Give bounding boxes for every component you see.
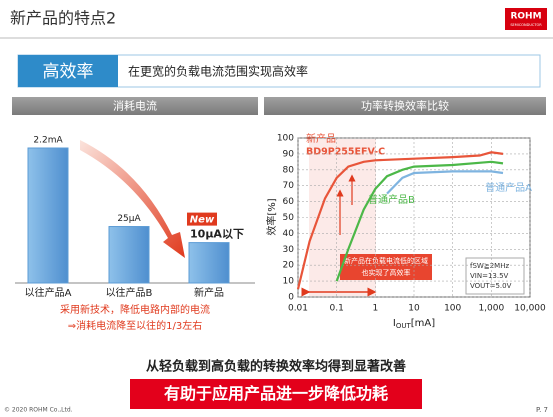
y-tick-label: 20 [283, 261, 295, 271]
summary: 从轻负载到高负载的转换效率均得到显著改善 [146, 359, 406, 375]
x-tick-label: 0.01 [288, 304, 308, 314]
conditions-box [465, 257, 525, 295]
category-label: 以往产品A [25, 286, 72, 299]
y-tick-label: 70 [283, 181, 295, 191]
value-label: 2.2mA [33, 136, 63, 146]
y-tick-label: 10 [283, 277, 295, 287]
x-tick-label: 0.1 [330, 304, 344, 314]
series-line [335, 160, 504, 282]
condition: VIN=13.5V [470, 272, 509, 280]
category-label: 以往产品B [106, 286, 153, 299]
bar [27, 147, 69, 284]
y-tick-label: 40 [283, 229, 295, 239]
badge-box [187, 212, 217, 226]
x-tick-label: 1 [372, 304, 378, 314]
y-axis-title: 效率[%] [265, 198, 278, 235]
x-tick-label: 1,000 [478, 304, 504, 314]
bar [108, 226, 150, 284]
y-tick-label: 50 [283, 213, 295, 223]
y-tick-label: 80 [283, 165, 295, 175]
series-line [296, 151, 504, 290]
category-label: 新产品 [194, 286, 224, 299]
x-tick-label: 100 [444, 304, 461, 314]
x-axis-title-sub: OUT [396, 322, 412, 330]
x-tick-label: 10,000 [514, 304, 546, 314]
value-label: 25μA [117, 214, 141, 224]
page-number: P. 7 [536, 406, 548, 414]
highlight-box [130, 379, 422, 409]
y-tick-label: 30 [283, 245, 295, 255]
banner-tag-box [18, 55, 118, 87]
part-number: BD9P255EFV-C [306, 147, 385, 158]
legend-label: 普通产品B [368, 193, 415, 206]
copyright: © 2020 ROHM Co.,Ltd. [4, 407, 73, 414]
panel-header [12, 97, 258, 115]
value-label: 10μA以下 [190, 228, 244, 241]
legend-label: 新产品 [306, 132, 336, 145]
y-tick-label: 60 [283, 197, 295, 207]
bar [188, 242, 230, 284]
y-tick-label: 100 [277, 134, 294, 144]
y-tick-label: 0 [288, 293, 294, 303]
annotation-box [340, 254, 432, 280]
panel-title: 消耗电流 [113, 99, 157, 113]
banner-text: 在更宽的负载电流范围实现高效率 [128, 64, 308, 79]
panel-title: 功率转换效率比较 [361, 99, 449, 113]
condition: VOUT=5.0V [470, 282, 512, 290]
panel-header [264, 97, 546, 115]
x-tick-label: 10 [408, 304, 420, 314]
x-axis-title-main: I [393, 318, 396, 329]
logo-sub: SEMICONDUCTOR [510, 23, 542, 27]
badge: New [190, 215, 215, 226]
highlight: 有助于应用产品进一步降低功耗 [164, 384, 388, 403]
note: ⇒消耗电流降至以往的1/3左右 [68, 319, 202, 332]
annotation: 新产品在负载电流低的区域 [344, 256, 428, 265]
annotation: 也实现了高效率 [362, 268, 411, 277]
x-axis-title: IOUT[mA] [393, 318, 435, 330]
series-line [386, 170, 504, 195]
logo-box [505, 8, 547, 30]
x-axis-title-unit: [mA] [411, 318, 435, 329]
note: 采用新技术，降低电路内部的电流 [60, 303, 210, 316]
condition: fSW≧2MHz [470, 262, 509, 270]
decrease-arrow [80, 140, 185, 258]
legend-label: 普通产品A [485, 181, 532, 194]
banner-tag: 高效率 [43, 62, 94, 82]
slide-title: 新产品的特点2 [10, 9, 116, 28]
logo: ROHM [510, 12, 541, 22]
y-tick-label: 90 [283, 149, 295, 159]
